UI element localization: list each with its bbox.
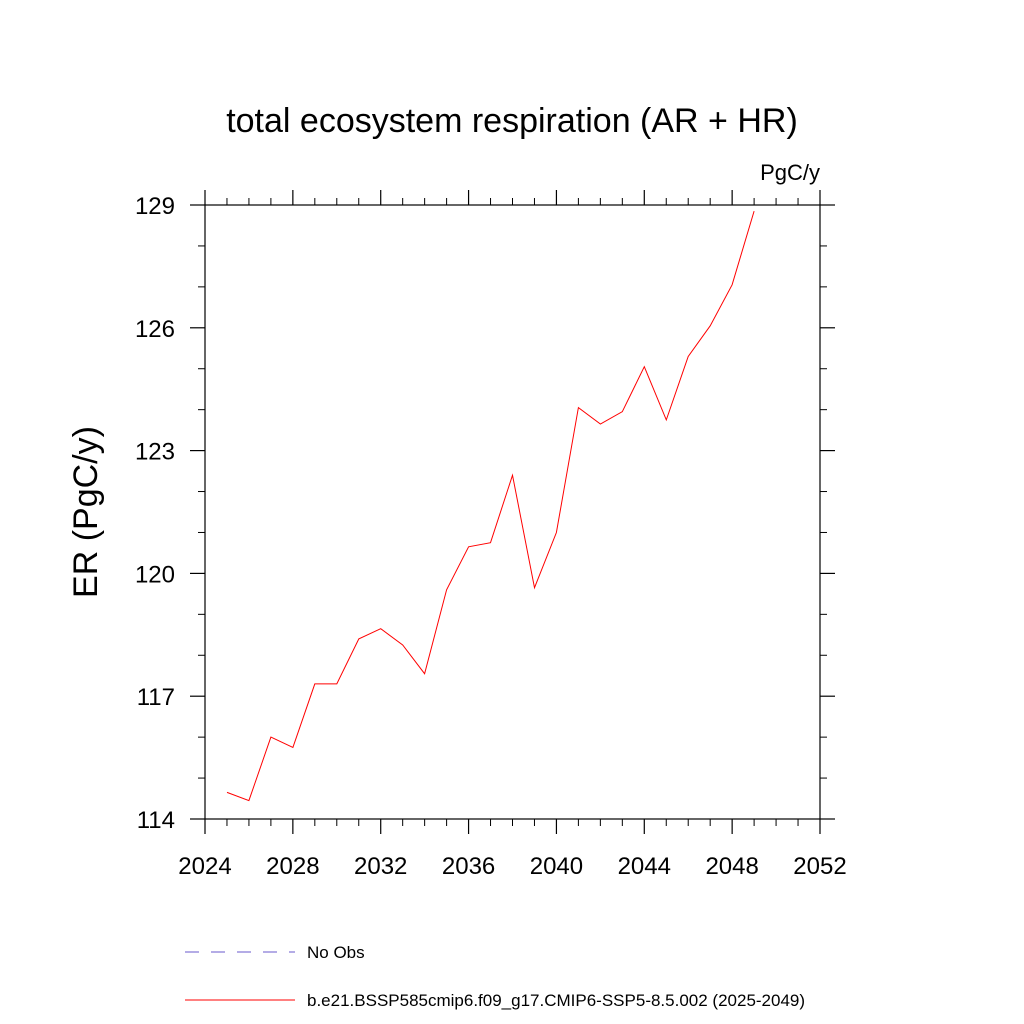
units-label: PgC/y — [760, 160, 820, 185]
series-layer — [226, 210, 755, 802]
x-tick-label: 2048 — [705, 853, 758, 880]
x-tick-labels: 2024 2028 2032 2036 2040 2044 2048 2052 — [178, 853, 846, 880]
y-tick-label: 114 — [137, 807, 175, 834]
y-tick-label: 123 — [135, 439, 175, 466]
plot-frame — [204, 204, 821, 820]
series-line — [226, 210, 755, 802]
x-tick-label: 2036 — [442, 853, 495, 880]
x-tick-label: 2040 — [530, 853, 583, 880]
legend: No Obs b.e21.BSSP585cmip6.f09_g17.CMIP6-S… — [185, 943, 805, 1010]
y-tick-label: 120 — [135, 561, 175, 588]
x-tick-label: 2032 — [354, 853, 407, 880]
axis-ticks — [190, 190, 835, 834]
y-axis-label: ER (PgC/y) — [67, 426, 105, 598]
y-tick-label: 117 — [137, 684, 175, 711]
y-tick-label: 129 — [135, 193, 175, 220]
x-tick-label: 2044 — [618, 853, 671, 880]
y-tick-label: 126 — [135, 316, 175, 343]
x-tick-label: 2052 — [793, 853, 846, 880]
x-tick-label: 2024 — [178, 853, 231, 880]
chart-title: total ecosystem respiration (AR + HR) — [226, 102, 798, 140]
legend-label: No Obs — [307, 943, 365, 962]
y-tick-labels: 114 117 120 123 126 129 — [135, 193, 175, 834]
x-tick-label: 2028 — [266, 853, 319, 880]
legend-label: b.e21.BSSP585cmip6.f09_g17.CMIP6-SSP5-8.… — [307, 991, 805, 1010]
